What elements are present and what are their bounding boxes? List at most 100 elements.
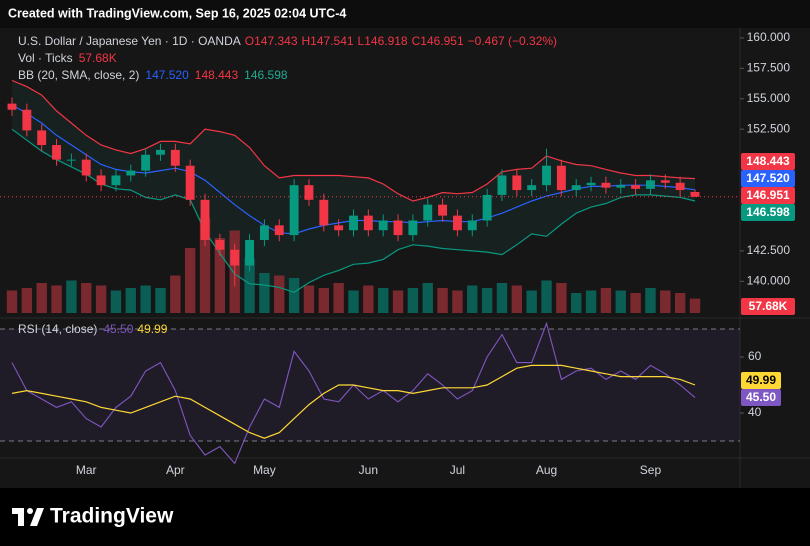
candle-body: [274, 225, 284, 236]
rsi-title: RSI (14, close): [18, 322, 97, 336]
candle-body: [259, 225, 269, 240]
close-label: C146.951: [412, 34, 464, 48]
candle-body: [245, 239, 255, 266]
volume-bar: [95, 285, 107, 313]
y-tick-label: 140.000: [747, 274, 791, 288]
volume-bar: [333, 283, 344, 313]
volume-bar: [81, 283, 92, 313]
candle-body: [646, 180, 655, 189]
volume-bar: [407, 288, 419, 313]
bb-upper: 148.443: [195, 68, 239, 82]
candle-body: [556, 165, 566, 191]
legend: U.S. Dollar / Japanese Yen · 1D · OANDA O…: [18, 34, 557, 336]
y-tick-label: 142.500: [747, 243, 791, 257]
change-label: −0.467 (−0.32%): [468, 34, 557, 48]
volume-bar: [155, 288, 166, 313]
volume-title: Vol · Ticks: [18, 51, 73, 65]
candle-body: [527, 185, 537, 191]
logo-icon: [12, 508, 44, 526]
volume-bar: [348, 290, 359, 313]
low-label: L146.918: [358, 34, 408, 48]
volume-bar: [170, 275, 181, 313]
volume-value: 57.68K: [79, 51, 117, 65]
candle-body: [66, 159, 76, 161]
candle-body: [215, 239, 225, 250]
candle-body: [660, 180, 670, 183]
candle-body: [170, 149, 180, 166]
badge: [741, 204, 795, 221]
candle-body: [497, 175, 507, 195]
bb-upper: [11, 79, 696, 202]
volume-bar: [585, 290, 597, 313]
price-badges: 148.443 147.520 146.951 146.598 57.68K 4…: [741, 153, 795, 406]
plot: 160.000 157.500 155.000 152.500 142.500 140.0…: [0, 30, 790, 477]
symbol-legend: U.S. Dollar / Japanese Yen · 1D · OANDA O…: [18, 34, 557, 48]
candle-body: [22, 109, 32, 131]
volume-bar: [541, 280, 552, 313]
volume-bar: [437, 288, 448, 313]
candle-body: [586, 182, 596, 186]
badge: [741, 170, 795, 187]
y-tick-label: 160.000: [747, 30, 791, 44]
candle-body: [690, 191, 700, 197]
x-tick-label: Sep: [640, 463, 662, 477]
candle-body: [363, 215, 373, 231]
bb-basis: 147.520: [145, 68, 189, 82]
rsi-value: 45.50: [103, 322, 133, 336]
candle-body: [141, 154, 151, 171]
logo-dot: [27, 508, 33, 514]
brand-name: TradingView: [50, 505, 174, 528]
candle-body: [393, 220, 403, 236]
candle-body: [542, 165, 551, 186]
volume-bar: [288, 278, 300, 313]
bb-lower-badge: 146.598: [746, 205, 790, 219]
volume-bar: [630, 293, 641, 313]
badge: [741, 389, 781, 406]
volume-legend: Vol · Ticks 57.68K: [18, 51, 117, 65]
badge: [741, 372, 781, 389]
x-tick-label: Jul: [450, 463, 465, 477]
candle-body: [408, 220, 418, 236]
candle-body: [423, 204, 433, 221]
candle-body: [156, 149, 165, 155]
candle-body: [334, 225, 344, 231]
rsi-ma-badge: 49.99: [746, 373, 776, 387]
bb-lower: [11, 128, 696, 293]
volume-bar: [422, 283, 433, 313]
brand-logo: TradingView: [12, 505, 174, 528]
volume-bar: [674, 293, 686, 313]
volume-bar: [140, 285, 151, 313]
volume-bar: [36, 283, 47, 313]
candle-body: [52, 145, 61, 160]
volume-bar: [496, 283, 508, 313]
rsi-band: [0, 329, 740, 441]
candle-body: [7, 103, 17, 110]
volume-bar: [511, 285, 523, 313]
x-tick-label: May: [253, 463, 276, 477]
candle-body: [452, 215, 462, 231]
volume-bar: [363, 285, 374, 313]
volume-bar: [184, 248, 196, 313]
candle-body: [601, 182, 611, 188]
symbol: U.S. Dollar / Japanese Yen · 1D · OANDA: [18, 34, 241, 48]
candle-body: [467, 220, 477, 231]
y-tick-label: 157.500: [747, 61, 791, 75]
x-tick-label: Jun: [359, 463, 378, 477]
y-tick-label: 155.000: [747, 91, 791, 105]
volume-bar: [377, 288, 389, 313]
volume-bar: [259, 273, 270, 313]
volume-bar: [571, 293, 582, 313]
bb-lower: 146.598: [244, 68, 288, 82]
rsi-ma-value: 49.99: [137, 322, 167, 336]
open-label: O147.343: [245, 34, 298, 48]
candle-body: [230, 249, 240, 266]
badge: [741, 187, 795, 204]
volume-bar: [21, 288, 33, 313]
high-label: H147.541: [302, 34, 354, 48]
rsi-ma-line: [11, 364, 696, 439]
volume-bar: [689, 298, 701, 313]
volume-bar: [110, 290, 122, 313]
candle-body: [616, 185, 626, 188]
candle-body: [289, 185, 299, 236]
